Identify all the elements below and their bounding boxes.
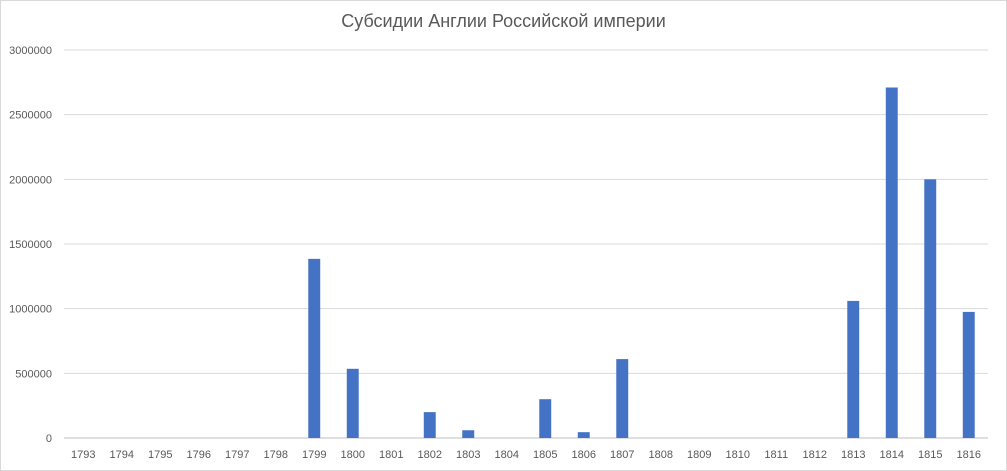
bar [539,399,552,438]
bar [847,300,860,438]
bar [885,87,898,439]
x-tick-label: 1813 [841,449,865,461]
y-tick-label: 500000 [15,368,52,380]
x-tick-label: 1798 [264,449,288,461]
bar [423,412,436,438]
x-tick-label: 1796 [187,449,211,461]
y-tick-label: 1000000 [9,304,52,316]
x-tick-label: 1802 [418,449,442,461]
x-tick-label: 1803 [456,449,480,461]
x-tick-label: 1806 [572,449,596,461]
y-tick-label: 2000000 [9,174,52,186]
bar [308,258,321,438]
y-tick-label: 1500000 [9,239,52,251]
x-tick-label: 1809 [687,449,711,461]
x-tick-label: 1808 [649,449,673,461]
x-tick-label: 1811 [764,449,788,461]
x-tick-label: 1814 [880,449,904,461]
x-tick-label: 1816 [957,449,981,461]
bar [962,311,975,438]
x-tick-label: 1801 [379,449,403,461]
bar [924,179,937,439]
x-tick-label: 1795 [148,449,172,461]
x-tick-label: 1804 [495,449,519,461]
x-tick-label: 1799 [302,449,326,461]
bar [346,368,359,438]
bar [616,359,629,438]
bar [577,432,590,438]
x-tick-label: 1793 [71,449,95,461]
y-tick-label: 2500000 [9,110,52,122]
y-tick-label: 3000000 [9,45,52,57]
chart-title: Субсидии Англии Российской империи [341,11,666,31]
x-tick-label: 1805 [533,449,557,461]
x-tick-label: 1815 [918,449,942,461]
x-tick-label: 1797 [225,449,249,461]
x-tick-label: 1812 [803,449,827,461]
x-tick-label: 1810 [726,449,750,461]
x-tick-label: 1794 [110,449,134,461]
y-tick-label: 0 [46,433,52,445]
bar [462,430,475,438]
x-tick-label: 1800 [341,449,365,461]
x-tick-label: 1807 [610,449,634,461]
